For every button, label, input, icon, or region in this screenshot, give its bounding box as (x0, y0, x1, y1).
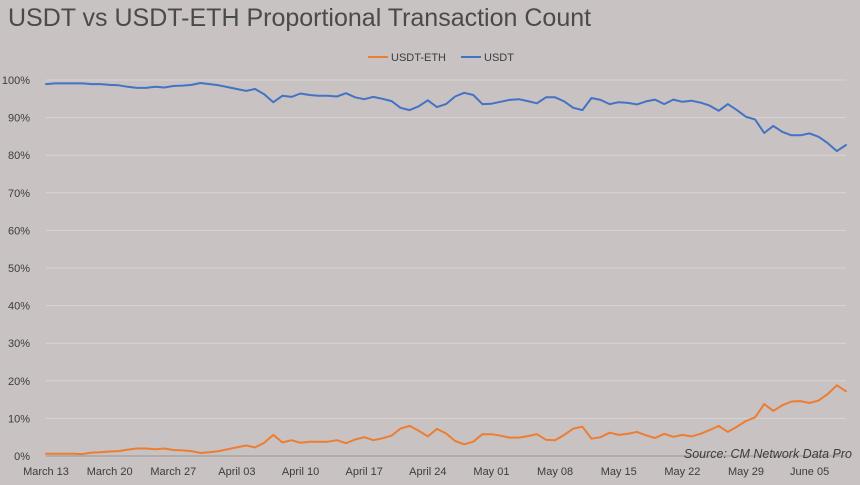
legend-label-usdt: USDT (484, 52, 514, 64)
y-tick-label: 90% (8, 113, 30, 125)
y-tick-label: 50% (8, 263, 30, 275)
x-tick-label: June 05 (790, 466, 829, 478)
y-axis-tick-labels: 0% 10% 20% 30% 40% 50% 60% 70% 80% 90% 100% (2, 75, 30, 463)
chart-title: USDT vs USDT-ETH Proportional Transactio… (8, 4, 592, 32)
x-tick-label: May 22 (664, 466, 700, 478)
legend: USDT-ETH USDT (368, 52, 514, 64)
x-tick-label: May 29 (728, 466, 764, 478)
y-tick-label: 20% (8, 376, 30, 388)
y-tick-label: 10% (8, 413, 30, 425)
y-tick-label: 40% (8, 301, 30, 313)
y-tick-label: 70% (8, 188, 30, 200)
x-tick-label: March 13 (23, 466, 69, 478)
series-line-usdt (45, 82, 847, 153)
y-tick-label: 100% (2, 75, 30, 87)
x-tick-label: May 01 (473, 466, 509, 478)
series-lines (45, 82, 847, 456)
y-tick-label: 30% (8, 338, 30, 350)
series-line-usdt-eth (45, 384, 847, 456)
y-tick-label: 80% (8, 150, 30, 162)
x-tick-label: April 17 (346, 466, 383, 478)
x-tick-label: May 08 (537, 466, 573, 478)
x-tick-label: April 10 (282, 466, 319, 478)
x-tick-label: March 27 (150, 466, 196, 478)
source-annotation: Source: CM Network Data Pro (684, 447, 852, 461)
y-tick-label: 0% (14, 451, 30, 463)
x-tick-label: April 24 (409, 466, 446, 478)
x-tick-label: April 03 (218, 466, 255, 478)
x-axis-tick-labels: March 13 March 20 March 27 April 03 April 10… (23, 466, 829, 478)
x-tick-label: March 20 (87, 466, 133, 478)
grid-lines (46, 79, 846, 419)
x-tick-label: May 15 (601, 466, 637, 478)
y-tick-label: 60% (8, 225, 30, 237)
legend-label-usdt-eth: USDT-ETH (391, 52, 446, 64)
